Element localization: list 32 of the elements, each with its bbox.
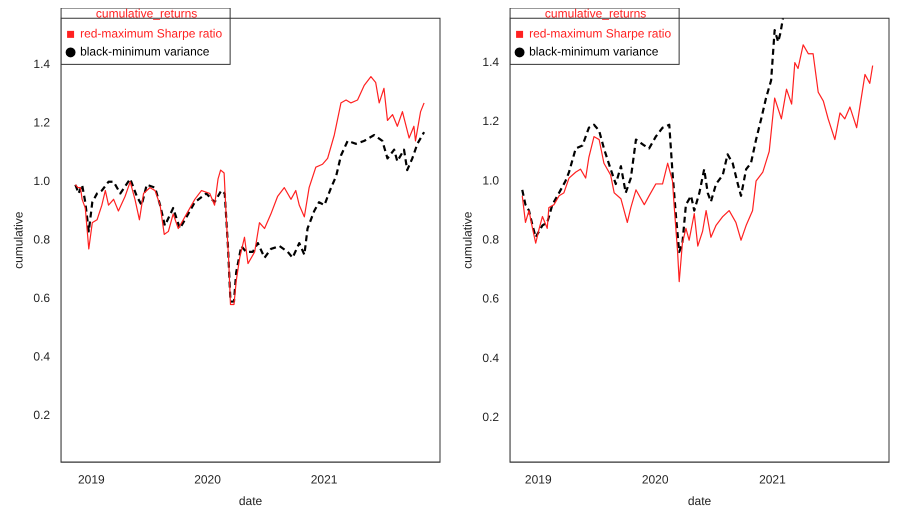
line-series bbox=[521, 18, 784, 254]
legend-label: black-minimum variance bbox=[529, 44, 659, 59]
legend-title: cumulative_returns bbox=[96, 6, 198, 20]
y-axis-title: cumulative bbox=[460, 211, 475, 269]
y-tick-label: 1.0 bbox=[482, 173, 500, 188]
x-axis-title: date bbox=[688, 494, 712, 508]
x-tick-label: 2021 bbox=[310, 472, 338, 487]
x-tick-label: 2019 bbox=[524, 472, 552, 487]
y-tick-label: 0.6 bbox=[482, 292, 500, 306]
y-tick-label: 1.2 bbox=[482, 114, 500, 128]
legend-label: red-maximum Sharpe ratio bbox=[529, 26, 672, 41]
x-tick-label: 2020 bbox=[642, 472, 669, 487]
x-tick-label: 2021 bbox=[759, 472, 786, 487]
y-tick-label: 0.2 bbox=[482, 410, 500, 424]
x-tick-label: 2019 bbox=[78, 472, 105, 487]
y-tick-label: 0.8 bbox=[33, 232, 50, 247]
legend-title: cumulative_returns bbox=[544, 6, 646, 20]
y-tick-label: 0.2 bbox=[33, 408, 50, 422]
legend-label: red-maximum Sharpe ratio bbox=[80, 26, 222, 41]
y-tick-label: 1.2 bbox=[33, 116, 50, 130]
y-tick-label: 0.4 bbox=[33, 349, 50, 364]
line-series bbox=[74, 131, 426, 303]
x-tick-label: 2020 bbox=[194, 472, 222, 487]
y-axis-title: cumulative bbox=[12, 211, 26, 269]
y-tick-label: 0.4 bbox=[482, 350, 500, 365]
y-tick-label: 0.6 bbox=[33, 290, 50, 305]
y-tick-label: 1.4 bbox=[33, 57, 50, 72]
legend-label: black-minimum variance bbox=[80, 44, 210, 59]
y-tick-label: 1.4 bbox=[482, 54, 500, 69]
x-axis-title: date bbox=[238, 494, 263, 508]
y-tick-label: 1.0 bbox=[33, 174, 50, 188]
y-tick-label: 0.8 bbox=[482, 232, 500, 247]
